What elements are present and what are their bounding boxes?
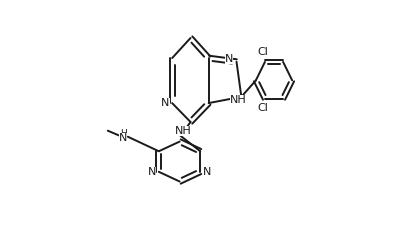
Text: N: N bbox=[161, 98, 170, 108]
Text: N: N bbox=[224, 54, 233, 64]
Text: NH: NH bbox=[230, 95, 247, 105]
Text: N: N bbox=[119, 133, 127, 143]
Text: N: N bbox=[148, 167, 156, 177]
Text: NH: NH bbox=[174, 126, 191, 136]
Text: N: N bbox=[203, 167, 211, 177]
Text: Cl: Cl bbox=[257, 47, 268, 57]
Text: H: H bbox=[120, 129, 127, 138]
Text: Cl: Cl bbox=[257, 103, 268, 113]
